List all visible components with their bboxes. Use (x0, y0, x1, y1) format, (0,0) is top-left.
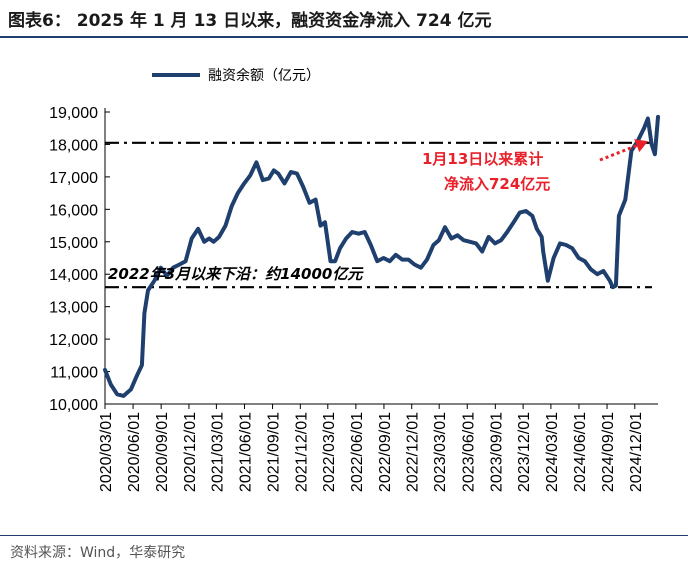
series-group (103, 114, 660, 398)
x-tick-label: 2020/03/01 (98, 412, 115, 492)
y-tick-label: 12,000 (49, 332, 98, 349)
source-note: 资料来源：Wind，华泰研究 (10, 545, 186, 561)
x-tick-label: 2024/09/01 (600, 412, 617, 492)
x-tick-label: 2023/03/01 (432, 412, 449, 492)
x-tick-label: 2020/12/01 (182, 412, 199, 492)
chart: 10,000 11,000 12,000 13,000 14,000 15,000 16,0… (49, 67, 660, 492)
y-tick-label: 13,000 (49, 300, 98, 317)
x-tick-label: 2023/06/01 (460, 412, 477, 492)
x-tick-label: 2021/12/01 (293, 412, 310, 492)
x-tick-label: 2023/09/01 (488, 412, 505, 492)
annotation-arrow (599, 144, 638, 162)
x-tick-label: 2022/12/01 (405, 412, 422, 492)
legend: 融资余额（亿元） (152, 67, 320, 84)
x-tick-label: 2020/09/01 (154, 412, 171, 492)
title-divider (0, 36, 688, 38)
figure-title: 图表6： 2025 年 1 月 13 日以来，融资资金净流入 724 亿元 (8, 11, 492, 31)
y-tick-label: 18,000 (49, 137, 98, 154)
footer-divider (0, 535, 688, 536)
x-tick-label: 2022/06/01 (349, 412, 366, 492)
y-tick-label: 16,000 (49, 202, 98, 219)
x-tick-label: 2021/06/01 (237, 412, 254, 492)
x-tick-label: 2022/03/01 (321, 412, 338, 492)
x-tick-label: 2023/12/01 (516, 412, 533, 492)
y-tick-label: 14,000 (49, 267, 98, 284)
y-axis: 10,000 11,000 12,000 13,000 14,000 15,000 16,0… (49, 105, 110, 414)
x-axis: 2020/03/01 2020/06/01 2020/09/01 2020/12/01… (98, 403, 658, 492)
x-tick-label: 2020/06/01 (126, 412, 143, 492)
x-tick-label: 2022/09/01 (377, 412, 394, 492)
y-tick-label: 19,000 (49, 105, 98, 122)
lower-bound-label: 2022年3月以来下沿：约14000亿元 (108, 265, 364, 283)
legend-label: 融资余额（亿元） (208, 67, 320, 84)
x-tick-label: 2024/03/01 (544, 412, 561, 492)
annotation-line-1: 1月13日以来累计 (422, 150, 543, 168)
y-tick-label: 11,000 (50, 365, 98, 382)
x-tick-label: 2021/03/01 (209, 412, 226, 492)
x-tick-label: 2024/12/01 (628, 412, 645, 492)
y-tick-label: 10,000 (49, 397, 98, 414)
x-tick-label: 2021/09/01 (266, 412, 283, 492)
x-tick-label: 2024/06/01 (572, 412, 589, 492)
y-tick-label: 15,000 (49, 235, 98, 252)
annotation-line-2: 净流入724亿元 (444, 175, 550, 193)
reference-lines (105, 141, 652, 289)
series-line (103, 114, 660, 398)
annotation-arrow-head (634, 139, 648, 153)
annotations: 1月13日以来累计 净流入724亿元 2022年3月以来下沿：约14000亿元 (108, 139, 648, 283)
y-tick-label: 17,000 (49, 170, 98, 187)
